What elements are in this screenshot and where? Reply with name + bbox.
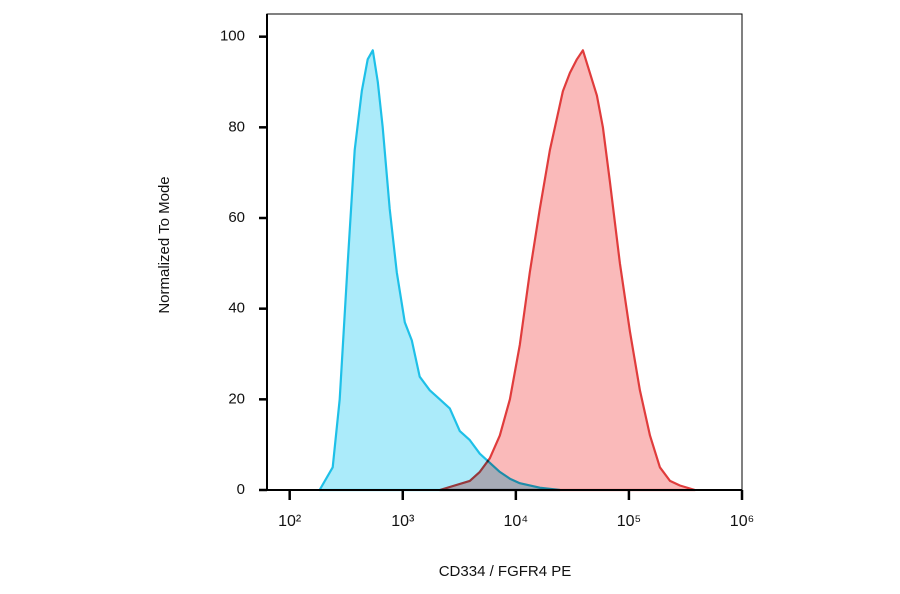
y-tick-label: 20 [228,390,245,407]
x-tick-label: 10³ [391,513,415,530]
x-tick-label: 10⁶ [730,513,754,530]
y-tick-label: 40 [228,300,245,317]
x-tick-label: 10⁵ [617,513,641,530]
histogram-area [438,49,697,492]
y-tick-label: 60 [228,209,245,226]
y-tick-label: 100 [220,28,245,45]
y-axis-label: Normalized To Mode [156,176,173,313]
x-axis-label: CD334 / FGFR4 PE [439,563,572,580]
y-tick-label: 80 [228,118,245,135]
x-tick-label: 10² [278,513,302,530]
y-tick-label: 0 [237,481,245,498]
x-tick-label: 10⁴ [504,513,529,530]
